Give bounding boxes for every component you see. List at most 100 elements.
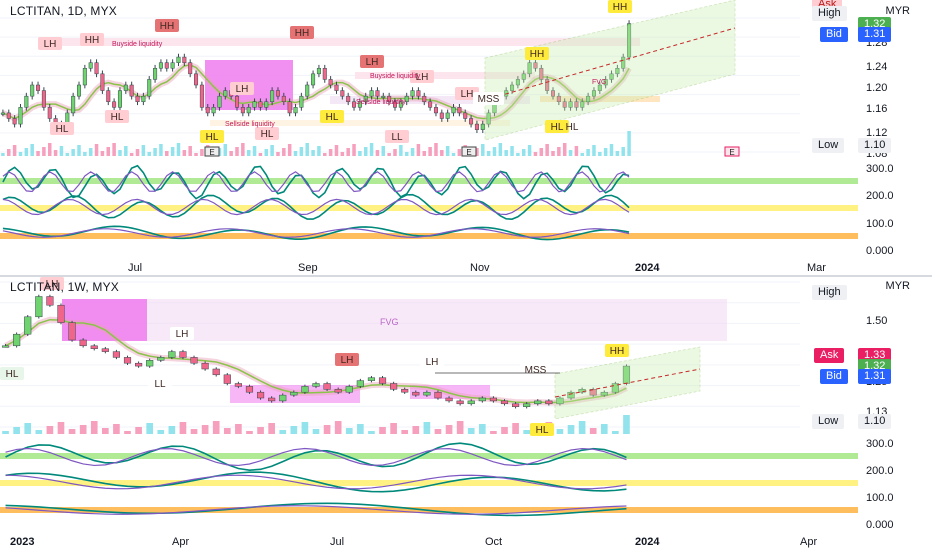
time-axis-label: 2024 [635,262,660,274]
weekly-bid-value: 1.31 [858,369,892,384]
volume-bar [412,426,420,434]
structure-label: LH [461,89,474,100]
structure-label: HH [160,21,174,32]
volume-bar [190,429,198,434]
candle [100,73,105,91]
candle [375,90,380,97]
volume-bar [440,150,444,156]
candle [194,73,199,86]
price-tick-label: 1.20 [866,82,887,94]
volume-bar [77,145,81,156]
weekly-symbol-title: LCTITAN, 1W, MYX [10,280,119,294]
candle [88,62,93,69]
volume-bar [223,428,231,434]
candle [258,101,263,108]
structure-label-bg [255,127,279,140]
structure-label: LH [416,72,429,83]
volume-bar [323,425,331,434]
volume-bar [486,151,491,156]
volume-bar [170,147,175,156]
volume-bar [368,431,375,434]
candle [279,394,287,402]
channel-midline [484,27,736,101]
volume-bar [533,152,538,156]
oscillator-tick-label: 200.0 [866,190,894,202]
volume-bar [106,147,111,156]
weekly-low-label: Low [812,414,845,429]
structure-label: HH [610,346,624,357]
structure-label-bg [335,353,359,366]
volume-bar [481,144,485,156]
weekly-chart-canvas[interactable]: LHHLLHLLLHLHHHMSSHL1.501.251.13300.0200.… [0,277,932,550]
volume-bar [7,149,11,156]
volume-bar [387,153,391,156]
volume-bar [182,150,187,156]
candle [164,62,169,69]
candle [112,101,117,108]
pane-divider[interactable] [0,275,932,277]
volume-bar [135,149,140,156]
volume-bar [393,149,397,156]
candle [305,84,310,97]
structure-label-bg [40,277,64,290]
volume-bar [551,151,555,156]
structure-label-bg [170,327,194,340]
candle [574,101,579,108]
volume-bar [492,147,497,156]
structure-label: HL [6,369,19,380]
volume-bar [352,144,356,156]
volume-bar [46,426,54,434]
candle [270,90,275,103]
volume-bar [118,150,122,156]
candle [433,107,438,114]
volume-bar [201,425,209,434]
volume-bar [381,146,386,156]
structure-label-bg [0,367,24,380]
volume-bar [257,427,264,434]
candle [30,84,35,97]
structure-label-bg [525,47,549,60]
candle [46,296,54,306]
volume-bar [299,147,304,156]
candle [556,95,561,102]
candle [35,296,43,318]
volume-bar [264,149,269,156]
price-tick-label: 1.50 [866,315,887,327]
candle [316,68,321,75]
trend-channel [484,0,736,141]
candle [345,386,353,393]
candle [312,383,320,387]
volume-bar [598,152,602,156]
volume-bar [18,152,23,156]
candle [334,84,339,91]
fvg-label: FVG [380,317,399,327]
candle [428,101,433,108]
buyside-liquidity-zone [40,38,640,46]
structure-label-bg [155,19,179,32]
time-axis-label: Jul [128,262,142,274]
volume-bar [451,153,456,156]
volume-bar [279,430,287,434]
candle [13,333,21,347]
weekly-currency: MYR [885,280,910,292]
volume-bar [323,153,327,156]
candle [0,112,5,115]
volume-bar [223,144,228,156]
candle [486,112,491,125]
weekly-chart-pane[interactable]: LHHLLHLLLHLHHHMSSHL1.501.251.13300.0200.… [0,277,932,550]
volume-bar [589,428,597,434]
daily-chart-pane[interactable]: LH HH HH HH LH LH LH HH HH HL HL HL LL LH HL HL HL HL MSS 1… [0,0,932,275]
candle [512,403,520,407]
volume-bar [379,427,386,434]
candle [434,391,442,399]
volume-bar [627,131,631,156]
time-axis-label: Mar [807,262,826,274]
earnings-marker-label: E [729,148,734,157]
candle [211,107,216,114]
price-tick-label: 1.12 [866,127,887,139]
candle [281,95,286,102]
candle [500,400,509,405]
candle [252,101,257,108]
volume-bar [445,425,453,434]
